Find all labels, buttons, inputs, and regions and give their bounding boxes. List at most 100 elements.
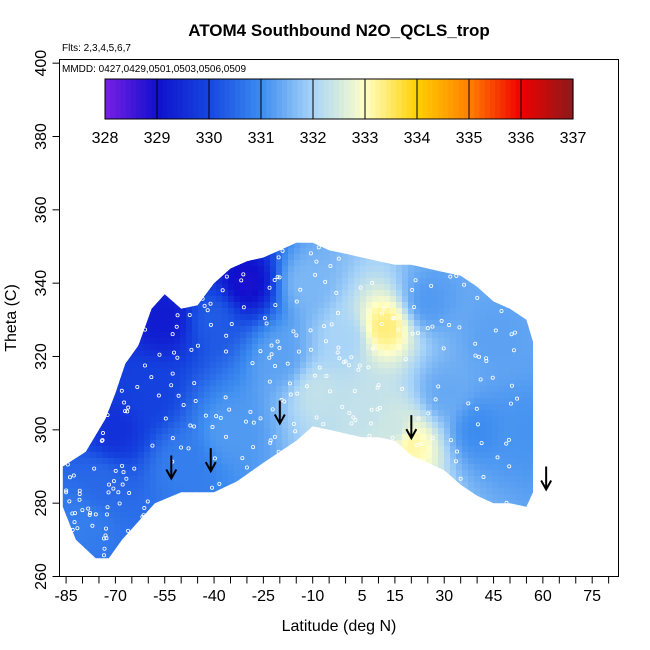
heatmap-cell	[522, 260, 529, 267]
heatmap-cell	[240, 440, 247, 447]
heatmap-cell	[282, 452, 289, 459]
heatmap-cell	[216, 320, 223, 327]
heatmap-cell	[246, 284, 253, 291]
heatmap-cell	[114, 284, 121, 291]
heatmap-cell	[486, 494, 493, 501]
heatmap-cell	[396, 326, 403, 333]
heatmap-cell	[138, 566, 145, 573]
heatmap-cell	[228, 404, 235, 411]
heatmap-cell	[300, 260, 307, 267]
heatmap-cell	[354, 464, 361, 471]
heatmap-cell	[510, 320, 517, 327]
heatmap-cell	[396, 530, 403, 537]
heatmap-cell	[354, 458, 361, 465]
heatmap-cell	[168, 296, 175, 303]
heatmap-cell	[378, 488, 385, 495]
heatmap-cell	[306, 374, 313, 381]
heatmap-cell	[180, 530, 187, 537]
heatmap-cell	[516, 560, 523, 567]
heatmap-cell	[336, 482, 343, 489]
heatmap-cell	[378, 374, 385, 381]
heatmap-cell	[372, 512, 379, 519]
heatmap-cell	[480, 434, 487, 441]
heatmap-cell	[456, 392, 463, 399]
heatmap-cell	[516, 410, 523, 417]
heatmap-cell	[540, 254, 547, 261]
heatmap-cell	[300, 410, 307, 417]
heatmap-cell	[138, 254, 145, 261]
heatmap-cell	[270, 506, 277, 513]
heatmap-cell	[402, 398, 409, 405]
heatmap-cell	[62, 308, 67, 315]
heatmap-cell	[510, 374, 517, 381]
heatmap-cell	[306, 230, 313, 237]
heatmap-cell	[264, 530, 271, 537]
heatmap-cell	[306, 398, 313, 405]
heatmap-cell	[264, 320, 271, 327]
heatmap-cell	[348, 350, 355, 357]
heatmap-cell	[210, 392, 217, 399]
heatmap-cell	[270, 374, 277, 381]
heatmap-cell	[108, 290, 115, 297]
heatmap-cell	[414, 338, 421, 345]
heatmap-cell	[210, 506, 217, 513]
heatmap-cell	[486, 320, 493, 327]
heatmap-cell	[246, 530, 253, 537]
heatmap-cell	[366, 374, 373, 381]
heatmap-cell	[468, 278, 475, 285]
heatmap-cell	[156, 548, 163, 555]
heatmap-cell	[384, 500, 391, 507]
heatmap-cell	[246, 404, 253, 411]
heatmap-cell	[426, 470, 433, 477]
heatmap-cell	[528, 296, 534, 303]
heatmap-cell	[438, 374, 445, 381]
heatmap-cell	[222, 290, 229, 297]
heatmap-cell	[300, 512, 307, 519]
heatmap-cell	[150, 572, 157, 579]
heatmap-cell	[96, 278, 103, 285]
heatmap-cell	[528, 332, 534, 339]
heatmap-cell	[90, 284, 97, 291]
heatmap-cell	[282, 464, 289, 471]
heatmap-cell	[252, 566, 259, 573]
heatmap-cell	[558, 530, 565, 537]
heatmap-cell	[420, 506, 427, 513]
heatmap-cell	[408, 392, 415, 399]
heatmap-cell	[90, 416, 97, 423]
heatmap-cell	[318, 518, 325, 525]
heatmap-cell	[138, 386, 145, 393]
heatmap-cell	[480, 314, 487, 321]
heatmap-cell	[372, 482, 379, 489]
heatmap-cell	[516, 266, 523, 273]
heatmap-cell	[330, 476, 337, 483]
heatmap-cell	[114, 494, 121, 501]
heatmap-cell	[216, 242, 223, 249]
heatmap-cell	[192, 554, 199, 559]
heatmap-cell	[270, 518, 277, 525]
heatmap-cell	[372, 464, 379, 471]
heatmap-cell	[168, 272, 175, 279]
heatmap-cell	[228, 362, 235, 369]
heatmap-cell	[144, 494, 151, 501]
heatmap-cell	[162, 230, 169, 237]
heatmap-cell	[324, 272, 331, 279]
heatmap-cell	[168, 452, 175, 459]
heatmap-cell	[240, 560, 247, 567]
sample-point	[93, 512, 98, 517]
heatmap-cell	[504, 326, 511, 333]
heatmap-cell	[312, 296, 319, 303]
heatmap-cell	[462, 434, 469, 441]
heatmap-cell	[180, 260, 187, 267]
heatmap-cell	[234, 374, 241, 381]
heatmap-cell	[480, 548, 487, 555]
heatmap-cell	[528, 314, 534, 321]
heatmap-cell	[354, 452, 361, 459]
heatmap-cell	[66, 416, 73, 423]
heatmap-cell	[450, 284, 457, 291]
heatmap-cell	[84, 458, 91, 465]
heatmap-cell	[330, 548, 337, 555]
heatmap-cell	[120, 290, 127, 297]
heatmap-cell	[306, 302, 313, 309]
heatmap-cell	[228, 530, 235, 537]
heatmap-cell	[90, 242, 97, 249]
